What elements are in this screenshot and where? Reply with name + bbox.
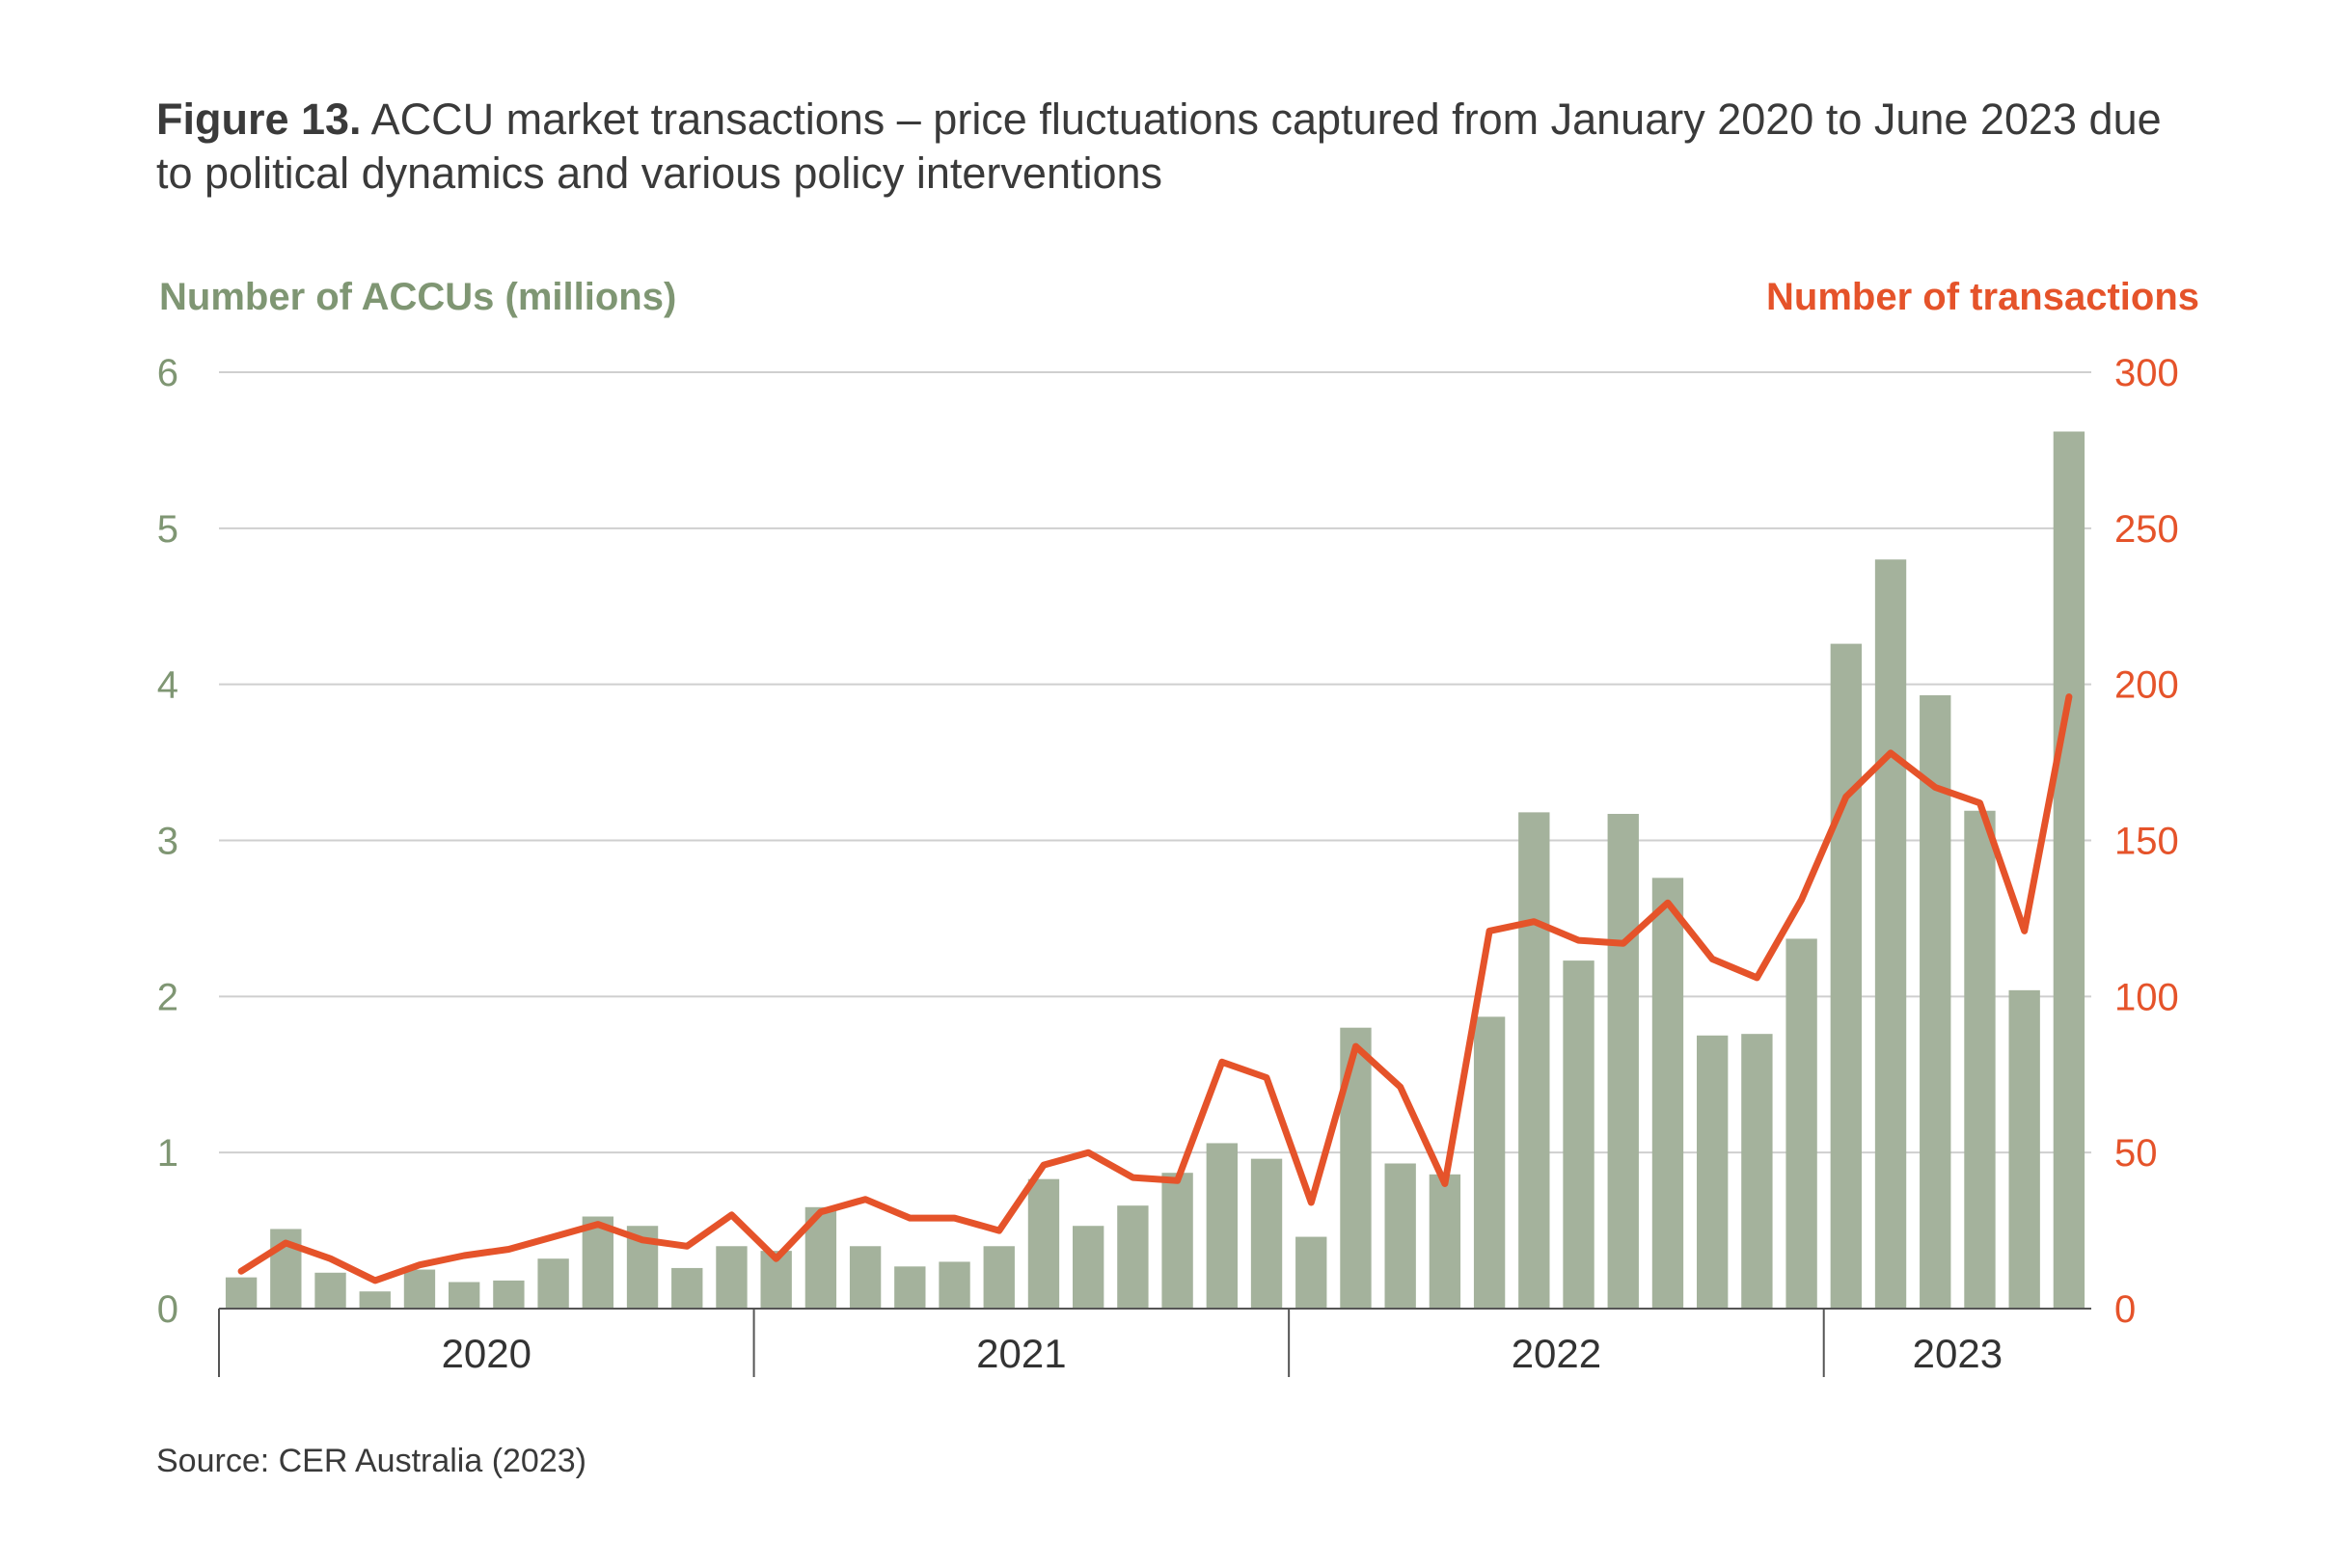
bar: [1161, 1173, 1193, 1309]
bar: [1384, 1163, 1416, 1309]
bar: [1607, 813, 1639, 1309]
bar: [359, 1291, 391, 1309]
bar: [582, 1216, 613, 1309]
bar: [449, 1282, 480, 1309]
bar: [225, 1277, 258, 1309]
right-axis-label: Number of transactions: [1766, 276, 2199, 318]
bar: [894, 1266, 926, 1309]
left-axis-label: Number of ACCUs (millions): [159, 276, 677, 318]
year-label: 2022: [1512, 1331, 1601, 1376]
bar: [1920, 694, 1951, 1309]
accu-chart: 0 1 2 3 4 5 6 0 50 100 150 200 250 300 2020 2021 2022 202…: [157, 352, 2179, 1377]
bar: [1964, 810, 1996, 1309]
bar: [1117, 1205, 1149, 1309]
right-tick-label: 50: [2114, 1132, 2158, 1175]
right-tick-label: 150: [2114, 821, 2179, 863]
right-tick-label: 300: [2114, 352, 2179, 394]
figure-title-text: ACCU market transactions – price fluctua…: [156, 95, 2162, 198]
left-tick-label: 3: [157, 821, 178, 863]
figure-label: Figure 13.: [156, 95, 362, 144]
bar: [493, 1280, 525, 1309]
left-tick-label: 4: [157, 664, 178, 707]
right-tick-label: 0: [2114, 1288, 2136, 1331]
bar: [1027, 1178, 1060, 1309]
bar: [1340, 1027, 1372, 1309]
year-label: 2020: [442, 1331, 531, 1376]
bar: [1250, 1158, 1283, 1309]
transactions-line: [237, 693, 2073, 1284]
bar: [1785, 938, 1817, 1309]
bar: [939, 1261, 970, 1309]
right-tick-label: 100: [2114, 976, 2179, 1018]
left-tick-label: 1: [157, 1132, 178, 1175]
bar: [1741, 1034, 1773, 1309]
bar: [1295, 1236, 1327, 1309]
bar: [1073, 1226, 1104, 1309]
bar: [849, 1246, 882, 1309]
bar: [1874, 559, 1907, 1309]
bar: [1473, 1016, 1506, 1309]
year-label: 2023: [1913, 1331, 2003, 1376]
bar: [1651, 878, 1684, 1309]
bar: [1830, 643, 1862, 1309]
bar: [314, 1272, 346, 1309]
right-tick-label: 200: [2114, 664, 2179, 707]
bar: [1697, 1035, 1729, 1309]
bar: [537, 1258, 569, 1309]
left-tick-label: 5: [157, 508, 178, 551]
bar: [1429, 1174, 1461, 1309]
figure-title: Figure 13. ACCU market transactions – pr…: [156, 93, 2201, 201]
source-note: Source: CER Australia (2023): [156, 1443, 586, 1479]
bar: [983, 1246, 1015, 1309]
bar: [403, 1269, 436, 1309]
bar: [1563, 960, 1594, 1309]
bar: [2053, 431, 2085, 1309]
right-tick-label: 250: [2114, 508, 2179, 551]
bar: [1206, 1143, 1238, 1309]
year-label: 2021: [976, 1331, 1066, 1376]
bar: [671, 1267, 703, 1309]
bar: [2008, 989, 2040, 1309]
bar: [1518, 812, 1550, 1309]
left-tick-label: 0: [157, 1288, 178, 1331]
bar: [716, 1246, 748, 1309]
left-tick-label: 6: [157, 352, 178, 394]
left-tick-label: 2: [157, 976, 178, 1018]
